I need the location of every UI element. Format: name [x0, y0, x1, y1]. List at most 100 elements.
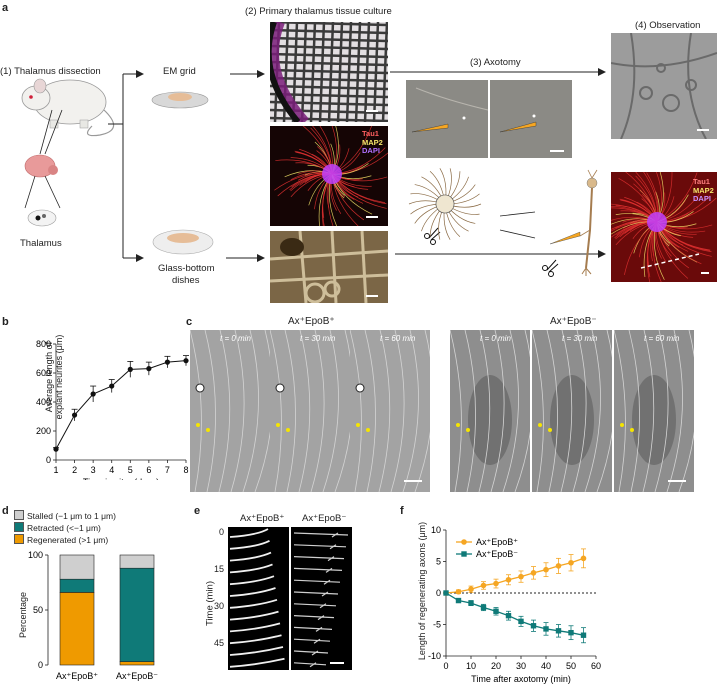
y-tick-label: 100 [28, 550, 43, 560]
y-tick-label: 200 [36, 426, 51, 436]
data-point [127, 366, 133, 372]
mouse-icon [21, 78, 115, 137]
data-point [443, 590, 449, 596]
panel-a-label: a [2, 2, 9, 14]
legend-swatch [14, 534, 24, 544]
bar-segment [119, 554, 155, 569]
e-col2-label: Ax⁺EpoB⁻ [302, 513, 347, 524]
dish-label-1: Glass-bottom [158, 263, 215, 274]
x-tick-label: 60 [591, 661, 601, 671]
fluorescence-explant-1: Tau1 MAP2 DAPI [270, 126, 388, 226]
data-point [580, 632, 587, 638]
y-tick-label: 400 [36, 397, 51, 407]
y-tick-label: 800 [36, 339, 51, 349]
data-point [555, 628, 562, 634]
stain-map2: MAP2 [362, 137, 383, 147]
data-point [493, 580, 499, 587]
cryo-et-tomogram [611, 33, 717, 139]
y-tick-label: 0 [46, 455, 51, 465]
data-point [530, 570, 537, 576]
data-point [164, 359, 171, 365]
x-tick-label: 10 [466, 661, 476, 671]
x-tick-label: 0 [443, 661, 448, 671]
e-tick-label: 0 [218, 527, 224, 537]
x-tick-label: 6 [146, 465, 151, 475]
x-tick-label: 8 [183, 465, 188, 475]
timelapse-frame-6: t = 60 min [614, 330, 694, 492]
data-point [480, 582, 487, 589]
legend-label: Regenerated (>1 μm) [27, 535, 109, 545]
panel-b-label: b [2, 316, 9, 328]
thalamus-icon [27, 209, 57, 227]
scissors-icon-2 [542, 259, 559, 277]
stain-tau1: Tau1 [362, 129, 379, 138]
data-point [468, 600, 474, 606]
legend-entry: Stalled (−1 μm to 1 μm) [14, 510, 116, 521]
dish-label-2: dishes [172, 275, 200, 286]
stain-tau1-2: Tau1 [693, 177, 710, 186]
thalamus-label: Thalamus [20, 238, 62, 249]
data-point [543, 626, 549, 632]
x-tick-label: 1 [53, 465, 58, 475]
e-col1-label: Ax⁺EpoB⁺ [240, 513, 285, 524]
fluorescence-explant-2: Tau1 MAP2 DAPI [611, 172, 717, 282]
group1-label: Ax⁺EpoB⁺ [288, 316, 335, 327]
bar-segment [59, 578, 95, 593]
y-tick-label: -5 [433, 620, 441, 630]
timelapse-frame-5: t = 30 min [532, 330, 612, 492]
x-tick-label: 40 [541, 661, 551, 671]
x-tick-label: 30 [516, 661, 526, 671]
y-tick-label: 0 [436, 588, 441, 598]
x-tick-label: Ax⁺EpoB⁺ [56, 671, 98, 681]
data-point [455, 588, 462, 595]
data-point [53, 446, 59, 452]
x-tick-label: 20 [491, 661, 501, 671]
legend-entry: Retracted (<−1 μm) [14, 522, 101, 533]
chart-d: 0 50 100 Ax⁺EpoB⁺ Ax⁺EpoB⁻ [28, 550, 158, 681]
y-tick-label: 50 [33, 605, 43, 615]
x-tick-label: Ax⁺EpoB⁻ [116, 671, 158, 681]
step1-label: (1) Thalamus dissection [0, 66, 101, 77]
data-point [493, 608, 499, 614]
axotomy-frame-2 [490, 80, 572, 158]
panel-e-label: e [194, 505, 201, 517]
e-tick-label: 30 [213, 601, 224, 611]
panel-d-label: d [2, 505, 9, 517]
timepoint-label: t = 0 min [220, 334, 251, 343]
data-point [518, 618, 524, 625]
x-axis-label: Time in vitro (days) [83, 477, 159, 480]
timelapse-frame-1: t = 0 min [190, 330, 270, 492]
y-tick-label: 0 [38, 660, 43, 670]
x-tick-label: 5 [128, 465, 133, 475]
bar-segment [59, 554, 95, 580]
data-point [580, 555, 587, 562]
data-point [109, 383, 115, 389]
legend-marker [461, 539, 467, 545]
step2-label: (2) Primary thalamus tissue culture [245, 6, 392, 17]
data-point [568, 629, 574, 636]
axotomy-frame-1 [406, 80, 488, 158]
panel-f-label: f [400, 505, 404, 517]
timepoint-label: t = 60 min [380, 334, 416, 343]
timelapse-frame-2: t = 30 min [270, 330, 350, 492]
timelapse-frame-4: t = 0 min [450, 330, 530, 492]
step3-label: (3) Axotomy [470, 57, 521, 68]
legend-label: Ax⁺EpoB⁻ [476, 549, 518, 559]
x-tick-label: 7 [165, 465, 170, 475]
legend-swatch [14, 510, 24, 520]
panel-c-label: c [186, 316, 193, 328]
series-line [445, 592, 584, 636]
data-point [90, 391, 96, 397]
x-axis-label: Time after axotomy (min) [471, 674, 571, 684]
step4-label: (4) Observation [635, 20, 701, 31]
data-point [146, 366, 152, 372]
y-tick-label: 10 [431, 525, 441, 535]
neuron-schematic [579, 169, 598, 276]
y-tick-label: 600 [36, 368, 51, 378]
x-tick-label: 4 [109, 465, 114, 475]
timepoint-label: t = 0 min [480, 334, 511, 343]
data-point [183, 358, 189, 364]
data-point [480, 604, 487, 611]
e-tick-label: 15 [213, 564, 224, 574]
brightfield-dish-micrograph [270, 231, 388, 303]
